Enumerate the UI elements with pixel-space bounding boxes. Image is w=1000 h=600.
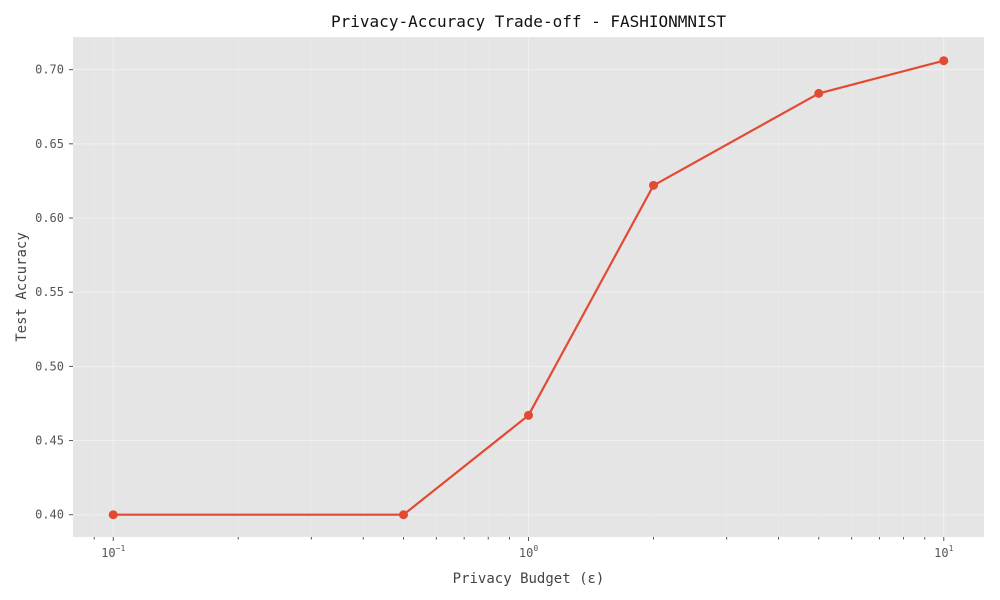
series-line — [113, 59, 945, 516]
data-point — [524, 410, 533, 420]
x-tick-label: 101 — [934, 544, 953, 560]
x-tick-label: 10−1 — [101, 544, 125, 560]
y-tick-label: 0.50 — [35, 359, 64, 373]
y-tick-label: 0.60 — [35, 211, 64, 225]
x-tick-label: 100 — [519, 544, 538, 560]
data-point — [649, 180, 659, 190]
y-tick-label: 0.45 — [35, 434, 64, 448]
chart-title: Privacy-Accuracy Trade-off - FASHIONMNIS… — [331, 12, 726, 31]
y-axis-label: Test Accuracy — [14, 232, 30, 342]
data-point — [814, 88, 824, 98]
y-tick-label: 0.65 — [35, 137, 64, 151]
data-point — [398, 510, 408, 520]
axis-ticks: 0.40 0.45 0.50 0.55 0.60 0.65 0.70 10−1 100 101 — [35, 63, 953, 560]
y-tick-label: 0.40 — [35, 508, 64, 522]
y-tick-label: 0.70 — [35, 63, 64, 77]
series-layer — [108, 56, 949, 520]
grid-lines — [73, 37, 984, 537]
data-point — [939, 56, 949, 66]
data-point — [108, 510, 118, 520]
x-axis-label: Privacy Budget (ε) — [453, 571, 605, 587]
y-tick-label: 0.55 — [35, 285, 64, 299]
